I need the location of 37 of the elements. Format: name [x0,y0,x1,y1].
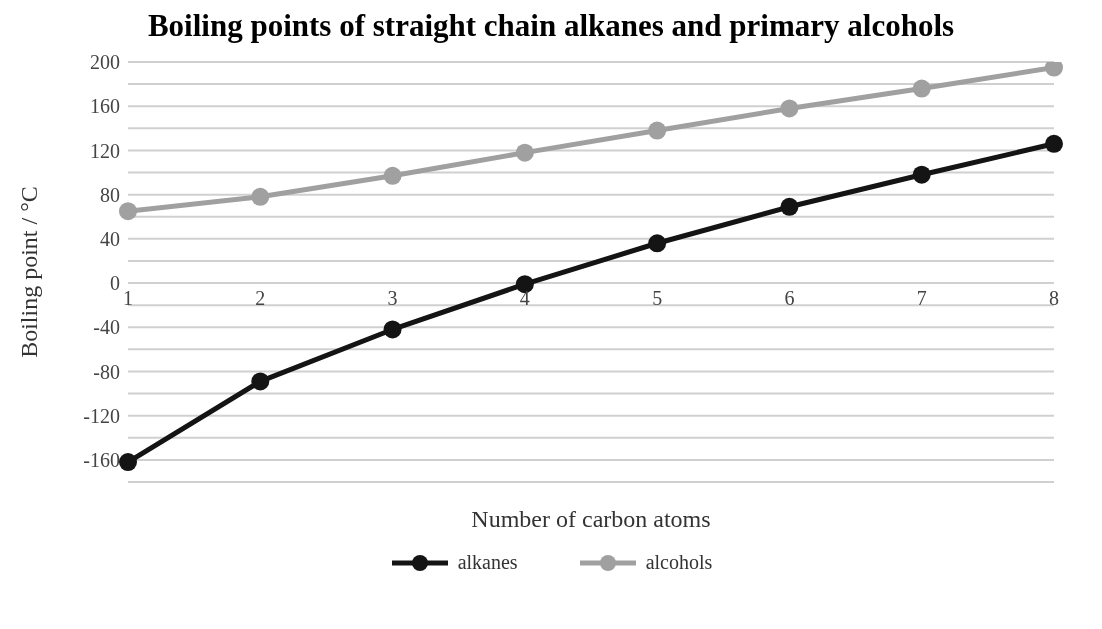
x-tick-label: 7 [916,287,927,310]
point [251,187,270,206]
y-tick-label: 40 [100,227,120,250]
y-tick-label: 160 [90,95,120,118]
x-tick-label: 8 [1049,287,1059,310]
x-tick-label: 2 [255,287,266,310]
point [1045,134,1063,153]
point [912,165,931,184]
point [648,121,667,140]
y-tick-label: 0 [110,272,120,295]
x-tick-label: 4 [519,287,530,310]
point [119,202,137,221]
point [780,99,799,118]
point [383,166,402,185]
y-tick-label: -40 [93,316,120,339]
y-axis-title: Boiling point / °C [15,186,42,358]
point [383,320,402,339]
point [648,234,667,253]
y-tick-label: 80 [100,183,120,206]
legend-label: alkanes [457,551,518,574]
y-tick-label: -80 [93,360,120,383]
x-axis-title: Number of carbon atoms [470,506,712,533]
y-tick-label: -160 [83,448,120,471]
point [515,143,534,162]
y-tick-label: -120 [83,404,120,427]
point [119,453,137,472]
point [251,372,270,391]
x-tick-label: 3 [387,287,398,310]
legend-label: alcohols [645,551,713,574]
point [780,197,799,216]
x-tick-label: 5 [652,287,663,310]
x-tick-label: 6 [784,287,795,310]
y-tick-label: 120 [90,139,120,162]
point [912,79,931,98]
chart-title: Boiling points of straight chain alkanes and primary alcohols [146,8,956,44]
x-tick-label: 1 [123,287,133,310]
y-tick-label: 200 [90,51,120,74]
